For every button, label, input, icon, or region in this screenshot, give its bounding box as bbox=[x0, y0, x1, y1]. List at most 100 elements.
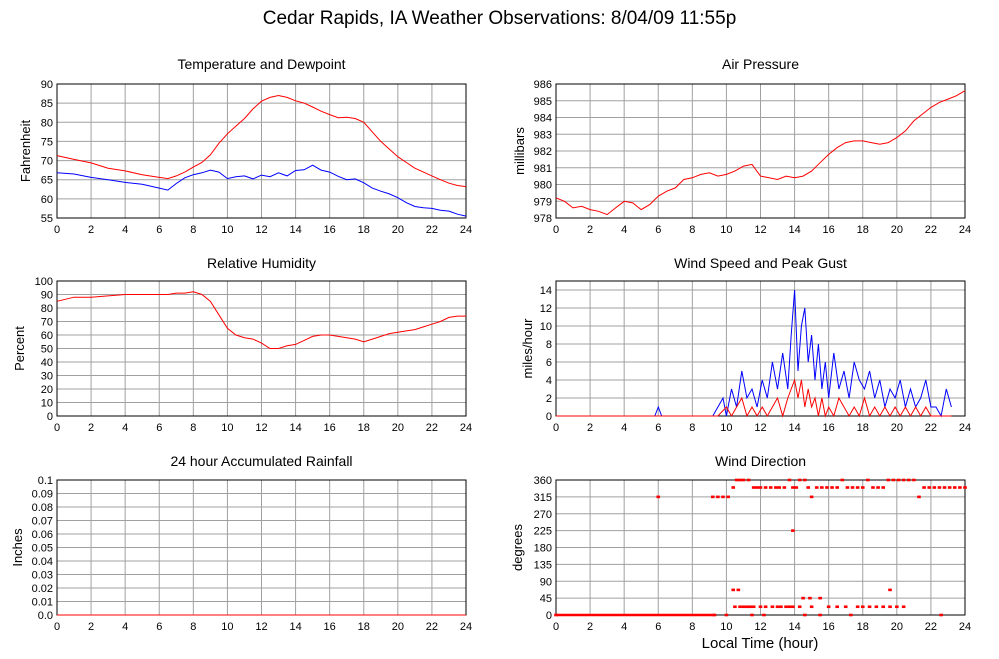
data-point bbox=[891, 478, 896, 482]
y-tick-label: 65 bbox=[41, 175, 53, 187]
chart-title: 24 hour Accumulated Rainfall bbox=[170, 453, 352, 469]
y-tick-label: 10 bbox=[41, 398, 53, 410]
y-tick-label: 8 bbox=[546, 339, 552, 351]
y-tick-label: 0.06 bbox=[32, 529, 53, 541]
y-tick-label: 0.02 bbox=[32, 583, 53, 595]
y-tick-label: 75 bbox=[41, 136, 53, 148]
data-point bbox=[860, 605, 865, 609]
data-point bbox=[782, 486, 787, 489]
y-tick-label: 60 bbox=[41, 194, 53, 206]
x-tick-label: 8 bbox=[190, 224, 196, 236]
plot-frame bbox=[56, 83, 467, 219]
x-tick-label: 22 bbox=[925, 224, 937, 236]
x-tick-label: 0 bbox=[553, 621, 559, 633]
y-tick-label: 0.03 bbox=[32, 570, 53, 582]
x-tick-label: 10 bbox=[221, 621, 233, 633]
plot-frame bbox=[56, 280, 467, 417]
x-tick-label: 2 bbox=[88, 422, 94, 434]
y-tick-label: 315 bbox=[534, 492, 552, 504]
x-tick-label: 16 bbox=[324, 422, 336, 434]
x-tick-label: 18 bbox=[857, 621, 869, 633]
x-tick-label: 24 bbox=[959, 621, 971, 633]
data-point bbox=[806, 486, 811, 489]
y-tick-label: 986 bbox=[534, 79, 552, 91]
y-tick-label: 90 bbox=[41, 290, 53, 302]
y-tick-label: 225 bbox=[534, 526, 552, 538]
x-tick-label: 22 bbox=[426, 422, 438, 434]
data-point bbox=[784, 605, 788, 609]
x-tick-label: 12 bbox=[754, 621, 766, 633]
y-tick-label: 270 bbox=[534, 509, 552, 521]
plot-frame bbox=[555, 83, 966, 219]
data-point bbox=[775, 605, 780, 609]
x-tick-label: 24 bbox=[460, 422, 472, 434]
y-tick-label: 984 bbox=[534, 113, 552, 125]
x-tick-label: 18 bbox=[358, 422, 370, 434]
data-point bbox=[886, 478, 891, 482]
y-tick-label: 978 bbox=[534, 213, 552, 225]
x-tick-label: 12 bbox=[255, 224, 267, 236]
x-tick-label: 14 bbox=[788, 422, 800, 434]
data-point bbox=[787, 478, 792, 482]
data-point bbox=[731, 486, 736, 489]
data-point bbox=[710, 495, 715, 499]
x-tick-label: 2 bbox=[587, 422, 593, 434]
x-tick-label: 8 bbox=[190, 422, 196, 434]
data-point bbox=[791, 605, 795, 609]
data-point bbox=[809, 605, 814, 609]
series-line bbox=[56, 94, 467, 188]
data-point bbox=[867, 605, 872, 609]
y-tick-label: 0.01 bbox=[32, 597, 53, 609]
y-tick-label: 981 bbox=[534, 163, 552, 175]
data-point bbox=[750, 613, 754, 617]
data-point bbox=[734, 478, 739, 482]
x-tick-label: 0 bbox=[553, 422, 559, 434]
x-tick-label: 20 bbox=[392, 224, 404, 236]
x-tick-label: 8 bbox=[689, 224, 695, 236]
y-tick-label: 40 bbox=[41, 357, 53, 369]
data-point bbox=[849, 613, 853, 617]
data-point bbox=[751, 605, 756, 609]
data-point bbox=[826, 605, 831, 609]
y-tick-label: 45 bbox=[540, 593, 552, 605]
data-point bbox=[755, 486, 759, 489]
data-point bbox=[733, 605, 737, 609]
y-tick-label: 135 bbox=[534, 559, 552, 571]
chart-title: Temperature and Dewpoint bbox=[177, 56, 345, 72]
data-point bbox=[791, 529, 795, 532]
data-point bbox=[830, 486, 834, 489]
data-point bbox=[741, 478, 746, 482]
series-line bbox=[556, 289, 952, 418]
data-point bbox=[738, 605, 742, 609]
y-axis-label: Inches bbox=[10, 528, 25, 567]
y-tick-label: 0 bbox=[47, 411, 53, 423]
series-line bbox=[56, 291, 466, 349]
x-tick-label: 12 bbox=[754, 422, 766, 434]
y-tick-label: 6 bbox=[546, 357, 552, 369]
x-tick-label: 24 bbox=[959, 422, 971, 434]
y-tick-label: 30 bbox=[41, 371, 53, 383]
y-tick-label: 0.08 bbox=[32, 502, 53, 514]
x-tick-label: 16 bbox=[324, 224, 336, 236]
y-tick-label: 10 bbox=[540, 321, 552, 333]
data-point bbox=[922, 486, 926, 489]
x-tick-label: 10 bbox=[221, 422, 233, 434]
data-point bbox=[939, 613, 943, 617]
data-point bbox=[932, 486, 937, 489]
data-point bbox=[748, 605, 753, 609]
y-tick-label: 0.07 bbox=[32, 516, 53, 528]
data-point bbox=[751, 486, 756, 489]
data-point bbox=[906, 478, 911, 482]
y-tick-label: 0 bbox=[546, 610, 552, 622]
x-tick-label: 4 bbox=[122, 621, 128, 633]
x-tick-label: 2 bbox=[587, 621, 593, 633]
y-tick-label: 983 bbox=[534, 129, 552, 141]
y-tick-label: 14 bbox=[540, 285, 552, 297]
series-line bbox=[555, 90, 966, 216]
series-line bbox=[56, 164, 467, 217]
x-tick-label: 10 bbox=[720, 422, 732, 434]
data-point bbox=[809, 495, 814, 499]
x-tick-label: 4 bbox=[122, 224, 128, 236]
x-tick-label: 4 bbox=[621, 422, 627, 434]
data-point bbox=[952, 486, 957, 489]
